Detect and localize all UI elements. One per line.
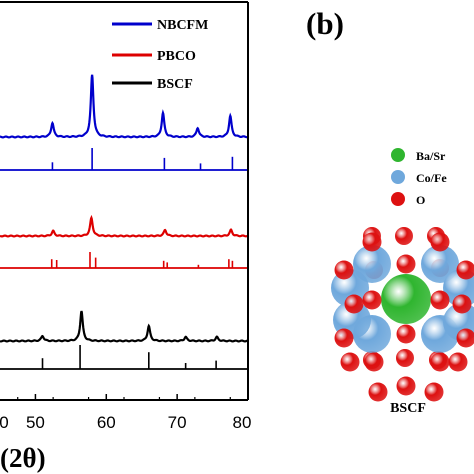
oxygen-atom	[334, 328, 354, 348]
ba-sr-legend-label: Ba/Sr	[416, 149, 446, 163]
xrd-line-bscf	[0, 310, 249, 343]
x-tick-label-70: 70	[168, 413, 187, 432]
oxygen-atom	[368, 382, 388, 402]
oxygen-atom	[395, 227, 413, 245]
xrd-line-nbcfm	[0, 74, 249, 139]
perovskite-structure	[331, 227, 474, 402]
legend-label-pbco: PBCO	[157, 49, 196, 64]
oxygen-atom	[430, 352, 450, 372]
oxygen-atom	[396, 376, 416, 396]
oxygen-atom	[456, 328, 474, 348]
x-tick-label-50: 50	[26, 413, 45, 432]
co-fe-atom	[421, 245, 459, 283]
oxygen-atom	[448, 352, 468, 372]
oxygen-atom	[364, 352, 384, 372]
panel-b-label: (b)	[306, 6, 344, 41]
structure-title: BSCF	[390, 401, 426, 416]
oxygen-atom	[362, 290, 382, 310]
atom-legend: Ba/Sr Co/Fe O	[391, 148, 447, 207]
xrd-chart: 50 60 70 80 0 (2θ) NBCFM PBCO BSCF	[0, 1, 252, 473]
oxygen-atom	[340, 352, 360, 372]
oxygen-atom	[424, 382, 444, 402]
x-tick-label-partial: 0	[0, 413, 9, 432]
legend-label-nbcfm: NBCFM	[157, 18, 208, 33]
oxygen-atom	[430, 232, 450, 252]
x-tick-label-80: 80	[233, 413, 252, 432]
oxygen-atom	[456, 260, 474, 280]
xrd-line-pbco	[0, 214, 249, 238]
co-fe-legend-swatch	[391, 170, 405, 184]
x-tick-label-60: 60	[97, 413, 116, 432]
structure-panel: (b) Ba/Sr Co/Fe O BSCF	[306, 6, 474, 416]
legend: NBCFM PBCO BSCF	[112, 18, 208, 92]
legend-label-bscf: BSCF	[157, 77, 193, 92]
oxygen-atom	[430, 290, 450, 310]
oxygen-atom	[334, 260, 354, 280]
o-legend-swatch	[391, 192, 405, 206]
ba-sr-legend-swatch	[391, 148, 405, 162]
oxygen-atom	[452, 294, 472, 314]
x-axis-ticks: 50 60 70 80	[17, 394, 252, 432]
co-fe-atom	[353, 245, 391, 283]
co-fe-legend-label: Co/Fe	[416, 171, 447, 185]
oxygen-atom	[396, 254, 416, 274]
o-legend-label: O	[416, 193, 425, 207]
oxygen-atom	[396, 324, 416, 344]
oxygen-atom	[396, 349, 414, 367]
plot-area	[0, 74, 249, 370]
oxygen-atom	[362, 232, 382, 252]
oxygen-atom	[344, 294, 364, 314]
ba-sr-atom	[381, 274, 431, 324]
x-axis-label: (2θ)	[0, 443, 46, 473]
